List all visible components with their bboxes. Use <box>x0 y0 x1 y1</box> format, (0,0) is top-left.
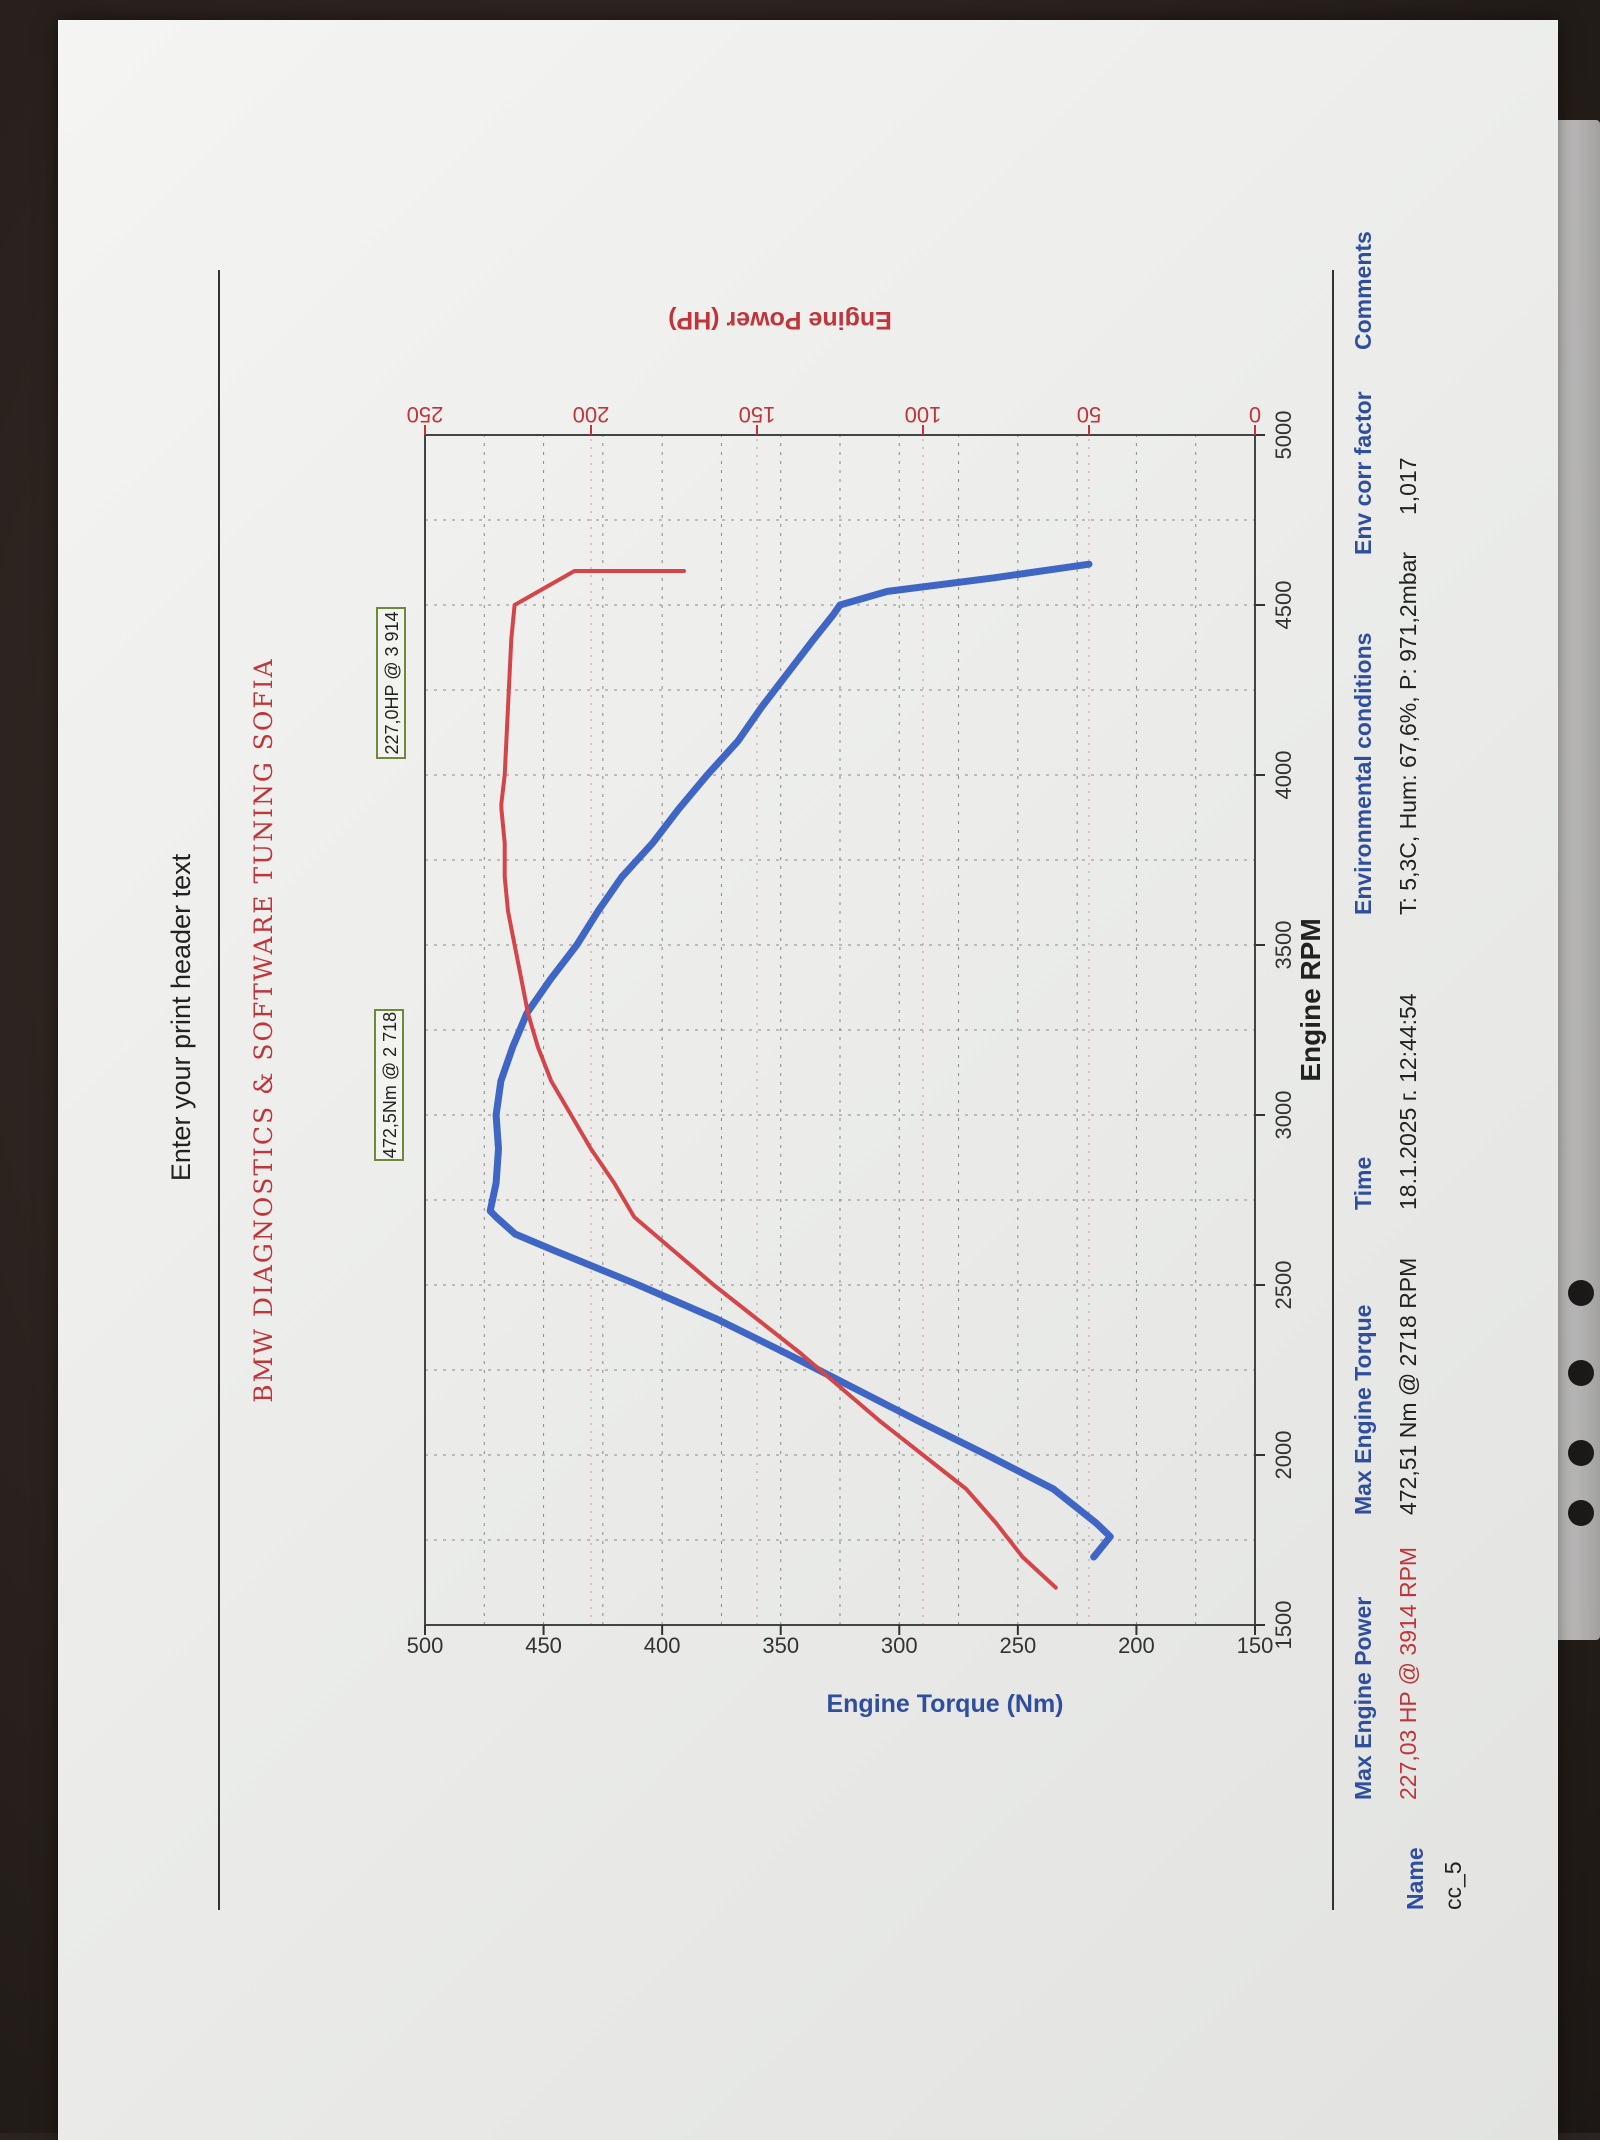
punch-hole <box>1568 1360 1594 1386</box>
x-tick-label: 5000 <box>1271 411 1296 460</box>
x-tick-label: 4000 <box>1271 751 1296 800</box>
row-name: cc_5 <box>1440 1861 1466 1910</box>
left-tick-label: 250 <box>999 1633 1036 1658</box>
right-tick-label: 50 <box>1077 402 1101 427</box>
right-axis-ticks: 0 50 100 150 200 250 <box>407 402 1261 435</box>
x-tick-label: 2000 <box>1271 1431 1296 1480</box>
power-curve <box>499 569 1058 1590</box>
footer-rule <box>1332 270 1334 1910</box>
left-tick-label: 150 <box>1237 1633 1274 1658</box>
x-tick-label: 2500 <box>1271 1261 1296 1310</box>
series-layer <box>486 560 1114 1590</box>
chart-grid <box>424 434 1256 1626</box>
x-tick-label: 3000 <box>1271 1091 1296 1140</box>
x-tick-label: 3500 <box>1271 921 1296 970</box>
x-axis-title: Engine RPM <box>1295 918 1326 1081</box>
punch-hole <box>1568 1280 1594 1306</box>
left-tick-label: 400 <box>644 1633 681 1658</box>
x-tick-label: 4500 <box>1271 581 1296 630</box>
row-env-corr: 1,017 <box>1395 457 1421 515</box>
left-axis-title: Engine Torque (Nm) <box>826 1690 1063 1718</box>
row-max-torque: 472,51 Nm @ 2718 RPM <box>1395 1257 1421 1515</box>
left-tick-label: 500 <box>407 1633 444 1658</box>
right-tick-label: 250 <box>407 402 444 427</box>
chart-title: BMW DIAGNOSTICS & SOFTWARE TUNING SOFIA <box>249 657 278 1402</box>
left-tick-label: 300 <box>881 1633 918 1658</box>
left-tick-label: 450 <box>525 1633 562 1658</box>
header-env: Environmental conditions <box>1350 632 1376 915</box>
torque-peak-annotation: 472,5Nm @ 2 718 <box>374 1009 404 1161</box>
row-env: T: 5,3C, Hum: 67,6%, P: 971,2mbar <box>1395 551 1421 915</box>
header-time: Time <box>1350 1156 1376 1210</box>
punch-hole <box>1568 1440 1594 1466</box>
power-peak-label: 227,0HP @ 3 914 <box>382 611 402 754</box>
x-tick-label: 1500 <box>1271 1601 1296 1650</box>
dyno-printout: Enter your print header text BMW DIAGNOS… <box>160 45 1590 1990</box>
right-axis-title: Engine Power (HP) <box>668 306 892 334</box>
x-axis-ticks: 1500 2000 2500 3000 3500 4000 4500 5000 <box>1255 411 1296 1650</box>
summary-table: Name Max Engine Power Max Engine Torque … <box>1340 231 1560 1910</box>
torque-peak-label: 472,5Nm @ 2 718 <box>380 1012 400 1158</box>
punch-hole <box>1568 1500 1594 1526</box>
right-tick-label: 100 <box>905 402 942 427</box>
header-max-torque: Max Engine Torque <box>1350 1304 1376 1515</box>
right-tick-label: 200 <box>573 402 610 427</box>
right-tick-label: 0 <box>1249 402 1261 427</box>
dyno-chart: BMW DIAGNOSTICS & SOFTWARE TUNING SOFIA … <box>249 306 1326 1718</box>
power-peak-annotation: 227,0HP @ 3 914 <box>376 607 406 759</box>
header-name: Name <box>1402 1847 1428 1910</box>
torque-curve <box>486 560 1114 1561</box>
right-tick-label: 150 <box>739 402 776 427</box>
left-axis-ticks: 150 200 250 300 350 400 450 500 <box>407 1625 1274 1658</box>
header-env-corr: Env corr factor <box>1350 391 1376 555</box>
header-max-power: Max Engine Power <box>1350 1596 1376 1800</box>
left-tick-label: 200 <box>1118 1633 1155 1658</box>
row-time: 18.1.2025 г. 12:44:54 <box>1395 993 1421 1210</box>
left-tick-label: 350 <box>762 1633 799 1658</box>
header-comments: Comments <box>1350 231 1376 350</box>
plot-frame <box>424 434 1256 1626</box>
printed-sheet <box>58 20 1558 2140</box>
row-max-power: 227,03 HP @ 3914 RPM <box>1395 1546 1421 1800</box>
